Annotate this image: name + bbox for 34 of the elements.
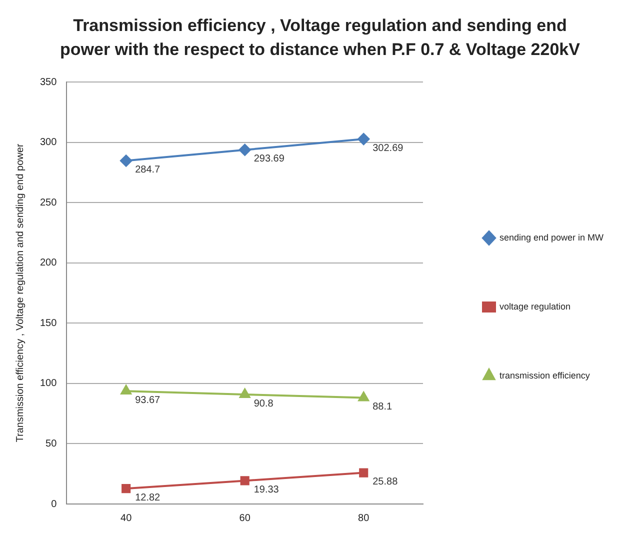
data-label: 12.82: [135, 492, 161, 504]
point: [359, 468, 368, 478]
data-label: 93.67: [135, 394, 161, 406]
y-tick-label: 250: [40, 197, 58, 208]
x-tick-label: 80: [358, 512, 370, 524]
point: [240, 476, 250, 486]
point: [122, 484, 131, 494]
legend-label: voltage regulation: [500, 301, 571, 312]
y-axis-title: Transmission efficiency , Voltage regulation and sending end power: [14, 143, 26, 442]
data-label: 293.69: [254, 154, 285, 165]
data-label: 90.8: [254, 398, 274, 410]
x-tick-label: 40: [120, 512, 132, 524]
chart-title: Transmission efficiency , Voltage regulation and sending end power with the respect to distance when P.F 0.7 & Voltage 220kV: [60, 15, 580, 61]
point: [358, 392, 369, 402]
data-label: 284.7: [135, 164, 161, 176]
y-tick-label: 50: [46, 438, 58, 450]
point: [358, 133, 370, 146]
point: [240, 388, 250, 398]
y-tick-label: 300: [40, 137, 58, 148]
x-tick-label: 60: [239, 512, 251, 524]
data-label: 302.69: [372, 142, 404, 154]
data-label: 88.1: [372, 402, 393, 413]
y-tick-label: 150: [40, 318, 58, 329]
legend-label: sending end power in MW: [500, 232, 604, 242]
legend-label: transmission efficiency: [500, 370, 590, 380]
point: [120, 154, 132, 167]
point: [238, 144, 251, 156]
data-label: 19.33: [254, 484, 280, 496]
y-tick-label: 0: [51, 498, 58, 510]
y-tick-label: 100: [40, 378, 58, 390]
y-tick-label: 350: [40, 76, 58, 88]
data-label: 25.88: [372, 476, 398, 488]
y-tick-label: 200: [40, 258, 58, 269]
point: [120, 385, 132, 395]
